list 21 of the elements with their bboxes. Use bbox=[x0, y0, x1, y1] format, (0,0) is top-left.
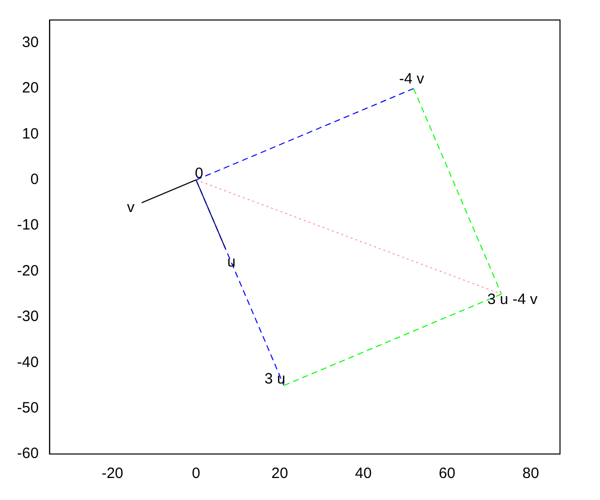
y-tick-label: 30 bbox=[22, 34, 39, 51]
annotation: -4 v bbox=[399, 70, 425, 88]
y-tick-label: -40 bbox=[16, 354, 39, 371]
x-tick-label: 40 bbox=[355, 465, 372, 482]
annotation: 3 u bbox=[264, 370, 286, 388]
annotation: 0 bbox=[194, 165, 204, 182]
y-tick-label: 20 bbox=[22, 80, 39, 97]
y-tick-label: -30 bbox=[16, 308, 39, 326]
y-tick-label: -10 bbox=[16, 216, 39, 234]
y-tick-label: -20 bbox=[16, 262, 39, 280]
x-tick-label: 60 bbox=[438, 465, 456, 482]
x-tick-label: 20 bbox=[271, 465, 288, 482]
x-tick-label: 0 bbox=[192, 465, 200, 482]
x-tick-label: -20 bbox=[102, 465, 124, 482]
y-tick-label: 0 bbox=[30, 171, 39, 188]
annotation: u bbox=[227, 254, 236, 271]
x-tick-label: 80 bbox=[522, 465, 540, 482]
y-tick-label: -50 bbox=[16, 399, 39, 416]
y-tick-label: -60 bbox=[16, 445, 39, 462]
annotation: v bbox=[126, 198, 135, 216]
y-tick-label: 10 bbox=[22, 125, 39, 142]
